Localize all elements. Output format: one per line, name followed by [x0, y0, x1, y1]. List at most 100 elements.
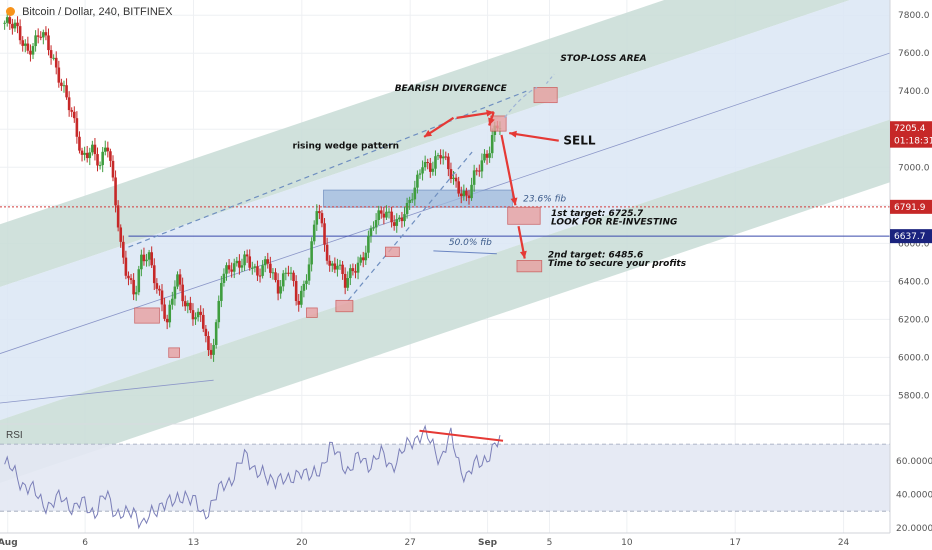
candle-body: [320, 213, 324, 224]
y-tick-label: 6000.0: [898, 353, 930, 363]
annotation-text: 2nd target: 6485.6: [548, 251, 643, 261]
symbol-title[interactable]: Bitcoin / Dollar, 240, BITFINEX: [22, 6, 173, 18]
rsi-tick-label: 20.0000: [896, 524, 932, 534]
x-tick-label: 13: [188, 538, 199, 548]
candle-body: [413, 187, 417, 200]
support-box: [168, 347, 180, 358]
candle-body: [444, 156, 448, 158]
candle-body: [207, 336, 210, 351]
candle-body: [343, 273, 347, 288]
candle-body: [178, 274, 182, 285]
candle-body: [472, 170, 476, 185]
candle-body: [284, 272, 288, 274]
candle-body: [49, 50, 53, 59]
candle-body: [467, 195, 471, 199]
candle-body: [449, 169, 453, 179]
candle-body: [142, 254, 146, 262]
price-label: 6637.7: [894, 232, 926, 242]
candle-body: [44, 32, 48, 36]
annotation-text: SELL: [563, 133, 595, 147]
candle-body: [441, 156, 445, 159]
candle-body: [189, 302, 192, 311]
candle-body: [245, 254, 249, 257]
candle-body: [341, 264, 344, 274]
candle-body: [281, 273, 285, 287]
candle-body: [42, 32, 45, 38]
candle-body: [256, 266, 259, 276]
candle-body: [289, 272, 293, 274]
candle-body: [323, 223, 326, 245]
x-tick-label: 10: [621, 538, 633, 548]
x-tick-label: 27: [404, 538, 415, 548]
candle-body: [269, 263, 272, 273]
candle-body: [416, 174, 419, 188]
candle-body: [196, 311, 200, 318]
candle-body: [369, 228, 373, 236]
stop-loss-box: [533, 87, 558, 104]
candle-body: [60, 82, 63, 86]
target1-arrow-head: [510, 197, 518, 206]
candle-body: [351, 268, 355, 272]
candle-body: [47, 35, 50, 51]
annotation-text: Time to secure your profits: [548, 259, 687, 269]
price-label: 01:18:31: [894, 137, 932, 147]
candle-body: [168, 304, 172, 323]
rsi-label[interactable]: RSI: [6, 430, 23, 441]
candle-body: [230, 269, 233, 272]
candle-body: [392, 222, 396, 226]
rsi-band: [0, 444, 890, 512]
candle-body: [21, 40, 25, 46]
candle-body: [418, 173, 422, 175]
candle-body: [176, 274, 179, 287]
candle-body: [426, 162, 430, 164]
candle-body: [165, 318, 169, 323]
candle-body: [454, 177, 458, 182]
annotation-text: 50.0% fib: [449, 238, 492, 248]
candle-body: [214, 322, 218, 345]
candle-body: [204, 328, 208, 337]
price-label: 7205.4: [894, 124, 926, 134]
candle-body: [227, 265, 231, 270]
candle-body: [434, 156, 437, 169]
candle-body: [349, 268, 352, 279]
candle-body: [325, 244, 329, 261]
candle-body: [395, 219, 399, 226]
candle-body: [263, 259, 267, 266]
candle-body: [106, 147, 110, 152]
candle-body: [119, 227, 123, 242]
candle-body: [354, 271, 357, 273]
candle-body: [250, 267, 254, 269]
candle-body: [88, 152, 92, 159]
price-label: 6791.9: [894, 203, 926, 213]
candle-body: [225, 265, 228, 274]
candle-body: [93, 144, 97, 155]
candle-body: [480, 160, 484, 172]
drawings: STOP-LOSS AREA BEARISH DIVERGENCE rising w…: [0, 54, 687, 404]
fib-zone-23-6: [323, 189, 513, 208]
candle-body: [307, 264, 311, 281]
sell-box: [490, 115, 507, 132]
candle-body: [122, 241, 125, 258]
candle-body: [72, 111, 76, 119]
candle-body: [312, 224, 316, 242]
y-tick-label: 5800.0: [898, 391, 930, 401]
channel-band-inner-upper: [0, 0, 890, 354]
candle-body: [78, 136, 81, 151]
candle-body: [361, 257, 365, 261]
candle-body: [181, 284, 184, 302]
candle-body: [300, 290, 303, 305]
candle-body: [447, 156, 450, 170]
candle-body: [18, 26, 22, 41]
candle-body: [459, 193, 463, 197]
candle-body: [91, 144, 94, 153]
rsi-tick-label: 60.0000: [896, 457, 932, 467]
candle-body: [34, 35, 37, 47]
candle-body: [83, 152, 86, 155]
candle-body: [336, 265, 339, 270]
candle-body: [330, 263, 334, 266]
candle-body: [470, 184, 473, 199]
candle-body: [436, 155, 440, 157]
channel-band-lower: [0, 119, 890, 483]
candle-body: [248, 256, 252, 268]
